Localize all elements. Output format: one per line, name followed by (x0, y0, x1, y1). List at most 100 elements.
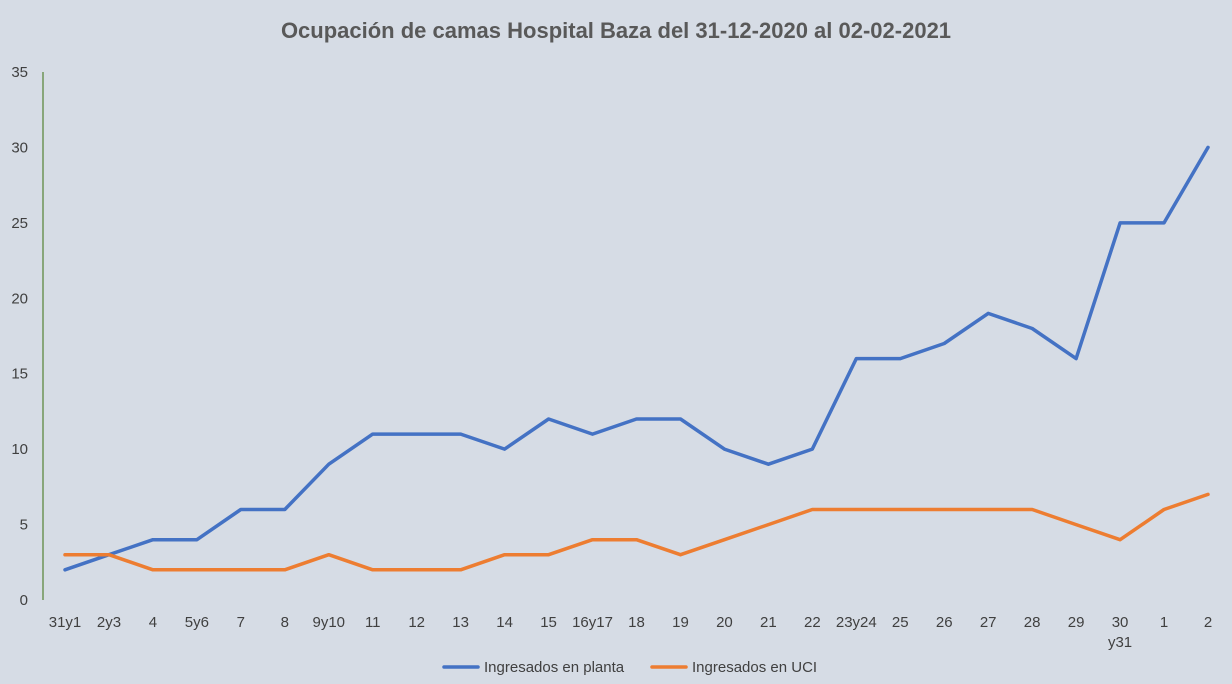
data-point (415, 568, 419, 572)
data-point (810, 507, 814, 511)
data-point (1030, 507, 1034, 511)
y-tick-label: 25 (11, 215, 28, 232)
data-point (239, 507, 243, 511)
x-tick-label: 14 (496, 614, 513, 631)
x-tick-label: 20 (716, 614, 733, 631)
x-tick-label: 15 (540, 614, 557, 631)
x-tick-label: 18 (628, 614, 645, 631)
data-point (1074, 523, 1078, 527)
legend-label: Ingresados en UCI (692, 659, 817, 676)
series-line-planta (63, 145, 1210, 572)
data-point (1118, 538, 1122, 542)
x-axis: 31y1 2y3 4 5y6 7 8 9y10 11 12 13 14 15 16y17 18 19 20 21… (49, 614, 1212, 651)
data-point (151, 538, 155, 542)
x-tick-label: 2 (1204, 614, 1212, 631)
y-tick-label: 15 (11, 366, 28, 383)
x-tick-label: 12 (408, 614, 425, 631)
y-tick-label: 20 (11, 290, 28, 307)
x-tick-label: 9y10 (313, 614, 346, 631)
data-point (195, 538, 199, 542)
data-point (327, 462, 331, 466)
data-point (371, 568, 375, 572)
data-point (1206, 145, 1210, 149)
y-tick-label: 10 (11, 441, 28, 458)
y-tick-label: 5 (20, 517, 28, 534)
data-point (678, 553, 682, 557)
x-tick-label: 1 (1160, 614, 1168, 631)
data-point (415, 432, 419, 436)
y-tick-label: 30 (11, 139, 28, 156)
data-point (1074, 357, 1078, 361)
data-point (239, 568, 243, 572)
data-point (195, 568, 199, 572)
x-tick-label: 27 (980, 614, 997, 631)
x-tick-label: 11 (365, 614, 381, 631)
data-point (898, 357, 902, 361)
y-tick-label: 35 (11, 64, 28, 81)
x-tick-label: 19 (672, 614, 689, 631)
data-point (678, 417, 682, 421)
x-tick-label: 22 (804, 614, 821, 631)
data-point (327, 553, 331, 557)
series-line-uci (63, 492, 1210, 572)
x-tick-label: 30 (1112, 614, 1129, 631)
x-tick-label: 13 (452, 614, 469, 631)
data-point (986, 507, 990, 511)
x-tick-label: 16y17 (572, 614, 613, 631)
series-lines (63, 145, 1210, 572)
data-point (1162, 507, 1166, 511)
data-point (1118, 221, 1122, 225)
x-tick-label: y31 (1108, 634, 1132, 651)
data-point (854, 507, 858, 511)
data-point (986, 311, 990, 315)
data-point (459, 568, 463, 572)
y-axis: 0 5 10 15 20 25 30 35 (11, 64, 44, 609)
data-point (766, 462, 770, 466)
x-tick-label: 23y24 (836, 614, 877, 631)
data-point (547, 417, 551, 421)
data-point (591, 538, 595, 542)
data-point (1162, 221, 1166, 225)
x-tick-label: 8 (281, 614, 289, 631)
data-point (942, 342, 946, 346)
x-tick-label: 29 (1068, 614, 1085, 631)
x-tick-label: 28 (1024, 614, 1041, 631)
data-point (283, 507, 287, 511)
data-point (1030, 326, 1034, 330)
x-tick-label: 4 (149, 614, 157, 631)
x-tick-label: 31y1 (49, 614, 82, 631)
data-point (591, 432, 595, 436)
data-point (151, 568, 155, 572)
data-point (107, 553, 111, 557)
y-tick-label: 0 (20, 592, 28, 609)
x-tick-label: 26 (936, 614, 953, 631)
data-point (503, 447, 507, 451)
data-point (810, 447, 814, 451)
data-point (722, 447, 726, 451)
data-point (459, 432, 463, 436)
legend-label: Ingresados en planta (484, 659, 625, 676)
data-point (854, 357, 858, 361)
data-point (1206, 492, 1210, 496)
data-point (283, 568, 287, 572)
legend: Ingresados en planta Ingresados en UCI (442, 659, 817, 676)
data-point (371, 432, 375, 436)
data-point (547, 553, 551, 557)
data-point (942, 507, 946, 511)
x-tick-label: 21 (760, 614, 777, 631)
data-point (635, 538, 638, 542)
data-point (766, 523, 770, 527)
x-tick-label: 7 (237, 614, 245, 631)
data-point (503, 553, 507, 557)
data-point (63, 553, 67, 557)
data-point (635, 417, 638, 421)
data-point (898, 507, 902, 511)
chart-title: Ocupación de camas Hospital Baza del 31-… (280, 18, 952, 43)
x-tick-label: 5y6 (185, 614, 209, 631)
x-tick-label: 2y3 (97, 614, 121, 631)
data-point (63, 568, 67, 572)
x-tick-label: 25 (892, 614, 909, 631)
data-point (722, 538, 726, 542)
